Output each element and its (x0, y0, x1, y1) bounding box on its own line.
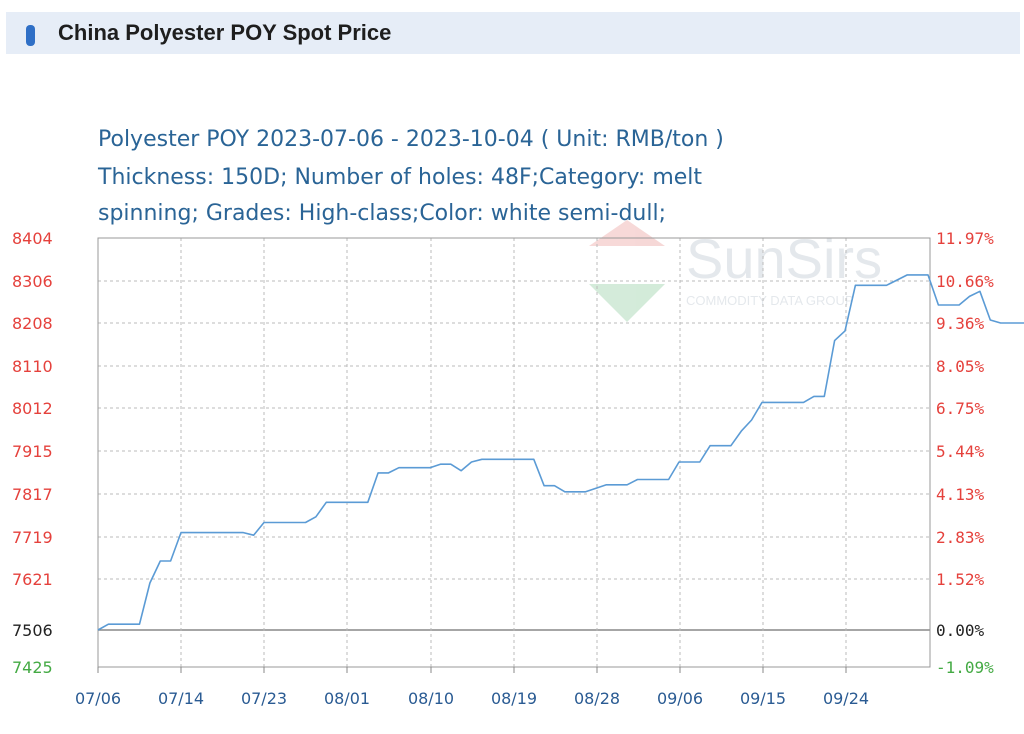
y-tick-label-left: 8110 (12, 357, 53, 376)
y-tick-label-left: 8208 (12, 314, 53, 333)
y-tick-label-right: 9.36% (936, 314, 985, 333)
watermark-logo-icon (589, 220, 665, 246)
y-tick-label-left: 7719 (12, 528, 53, 547)
y-tick-label-right: 6.75% (936, 399, 985, 418)
y-tick-label-left: 8012 (12, 399, 53, 418)
page-title: China Polyester POY Spot Price (58, 20, 392, 45)
sunsirs-watermark: SunSirs COMMODITY DATA GROUP (589, 220, 882, 322)
y-tick-label-left: 7506 (12, 621, 53, 640)
y-tick-label-right: -1.09% (936, 658, 994, 677)
price-series-line (97, 274, 1024, 631)
y-tick-label-right: 0.00% (936, 621, 985, 640)
y-tick-label-right: 2.83% (936, 528, 985, 547)
y-tick-label-left: 8404 (12, 229, 53, 248)
y-tick-label-right: 5.44% (936, 442, 985, 461)
y-tick-label-left: 8306 (12, 272, 53, 291)
x-tick-label: 07/06 (75, 689, 121, 708)
x-tick-label: 08/01 (324, 689, 370, 708)
chart-title-line: Thickness: 150D; Number of holes: 48F;Ca… (97, 165, 702, 190)
watermark-subtitle: COMMODITY DATA GROUP (686, 293, 854, 308)
section-header: China Polyester POY Spot Price (6, 12, 1020, 54)
y-tick-label-left: 7915 (12, 442, 53, 461)
x-tick-label: 09/15 (740, 689, 786, 708)
header-accent-icon (26, 25, 35, 46)
chart-title-line: spinning; Grades: High-class;Color: whit… (98, 201, 666, 226)
y-tick-label-right: 4.13% (936, 485, 985, 504)
y-tick-label-right: 10.66% (936, 272, 994, 291)
x-tick-label: 08/28 (574, 689, 620, 708)
x-tick-label: 08/10 (408, 689, 454, 708)
x-tick-label: 07/14 (158, 689, 204, 708)
x-tick-label: 09/24 (823, 689, 869, 708)
x-tick-label: 07/23 (241, 689, 287, 708)
y-tick-label-left: 7425 (12, 658, 53, 677)
x-tick-label: 08/19 (491, 689, 537, 708)
y-tick-label-left: 7817 (12, 485, 53, 504)
y-tick-label-right: 11.97% (936, 229, 994, 248)
y-tick-label-left: 7621 (12, 570, 53, 589)
watermark-logo-base-icon (589, 284, 665, 322)
chart-title-line: Polyester POY 2023-07-06 - 2023-10-04 ( … (98, 127, 724, 152)
y-tick-label-right: 8.05% (936, 357, 985, 376)
x-tick-label: 09/06 (657, 689, 703, 708)
y-tick-label-right: 1.52% (936, 570, 985, 589)
